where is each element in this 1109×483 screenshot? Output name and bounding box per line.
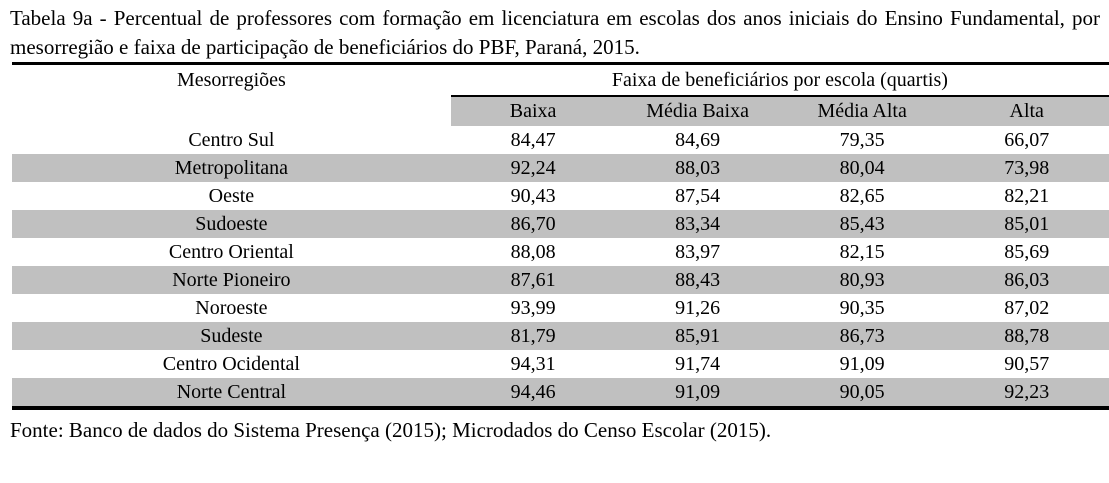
cell: 91,26: [675, 296, 721, 319]
column-header-alta: Alta: [944, 96, 1109, 126]
cell: 88,78: [944, 322, 1109, 350]
row-label: Oeste: [208, 184, 255, 207]
table-row: Sudeste 81,79 85,91 86,73 88,78: [12, 322, 1109, 350]
cell: 82,65: [839, 184, 885, 207]
table-row: Norte Pioneiro 87,61 88,43 80,93 86,03: [12, 266, 1109, 294]
cell: 90,35: [839, 296, 885, 319]
cell: 84,47: [510, 128, 556, 151]
cell: 80,04: [779, 154, 945, 182]
cell: 85,69: [1004, 240, 1050, 263]
cell: 66,07: [1004, 128, 1050, 151]
cell: 94,46: [450, 378, 616, 406]
cell: 92,24: [450, 154, 616, 182]
cell: 83,97: [675, 240, 721, 263]
column-header-baixa: Baixa: [450, 96, 616, 126]
column-header-mesorregioes: Mesorregiões: [176, 69, 286, 91]
cell: 88,43: [615, 266, 780, 294]
source-note: Fonte: Banco de dados do Sistema Presenç…: [10, 418, 772, 442]
cell: 73,98: [944, 154, 1109, 182]
cell: 82,21: [1004, 184, 1050, 207]
cell: 85,91: [615, 322, 780, 350]
row-label: Noroeste: [195, 296, 268, 319]
column-header-media-baixa: Média Baixa: [615, 96, 780, 126]
cell: 86,70: [450, 210, 616, 238]
row-label: Norte Pioneiro: [12, 266, 451, 294]
table-row: Centro Oriental 88,08 83,97 82,15 85,69: [12, 238, 1109, 266]
row-label: Sudoeste: [12, 210, 451, 238]
data-table: Mesorregiões Faixa de beneficiários por …: [12, 62, 1109, 410]
row-label: Norte Central: [12, 378, 451, 406]
table-row: Centro Ocidental 94,31 91,74 91,09 90,57: [12, 350, 1109, 378]
row-label: Metropolitana: [12, 154, 451, 182]
cell: 86,03: [944, 266, 1109, 294]
cell: 91,09: [615, 378, 780, 406]
cell: 91,09: [839, 352, 885, 375]
table-row: Noroeste 93,99 91,26 90,35 87,02: [12, 294, 1109, 322]
row-label: Centro Ocidental: [162, 352, 300, 375]
cell: 81,79: [450, 322, 616, 350]
cell: 87,61: [450, 266, 616, 294]
cell: 94,31: [510, 352, 556, 375]
row-label: Centro Oriental: [168, 240, 294, 263]
cell: 84,69: [675, 128, 721, 151]
column-header-media-alta: Média Alta: [779, 96, 945, 126]
table: Mesorregiões Faixa de beneficiários por …: [12, 65, 1109, 406]
cell: 83,34: [615, 210, 780, 238]
cell: 88,08: [510, 240, 556, 263]
table-row: Metropolitana 92,24 88,03 80,04 73,98: [12, 154, 1109, 182]
header-row-quartis: Baixa Média Baixa Média Alta Alta: [12, 96, 1109, 126]
cell: 85,43: [779, 210, 945, 238]
cell: 79,35: [839, 128, 885, 151]
table-row: Sudoeste 86,70 83,34 85,43 85,01: [12, 210, 1109, 238]
cell: 82,15: [839, 240, 885, 263]
row-label: Centro Sul: [188, 128, 275, 151]
cell: 88,03: [615, 154, 780, 182]
cell: 87,54: [675, 184, 721, 207]
cell: 87,02: [1004, 296, 1050, 319]
cell: 92,23: [944, 378, 1109, 406]
cell: 80,93: [779, 266, 945, 294]
cell: 93,99: [510, 296, 556, 319]
table-row: Norte Central 94,46 91,09 90,05 92,23: [12, 378, 1109, 406]
empty-header-cell: [12, 96, 451, 126]
table-row: Centro Sul 84,47 84,69 79,35 66,07: [12, 126, 1109, 154]
cell: 90,57: [1004, 352, 1050, 375]
table-caption: Tabela 9a - Percentual de professores co…: [10, 6, 1100, 59]
cell: 86,73: [779, 322, 945, 350]
row-label: Sudeste: [12, 322, 451, 350]
table-row: Oeste 90,43 87,54 82,65 82,21: [12, 182, 1109, 210]
cell: 90,43: [510, 184, 556, 207]
cell: 90,05: [779, 378, 945, 406]
cell: 85,01: [944, 210, 1109, 238]
header-row-group: Mesorregiões Faixa de beneficiários por …: [12, 65, 1109, 97]
cell: 91,74: [675, 352, 721, 375]
group-header: Faixa de beneficiários por escola (quart…: [450, 65, 1109, 97]
